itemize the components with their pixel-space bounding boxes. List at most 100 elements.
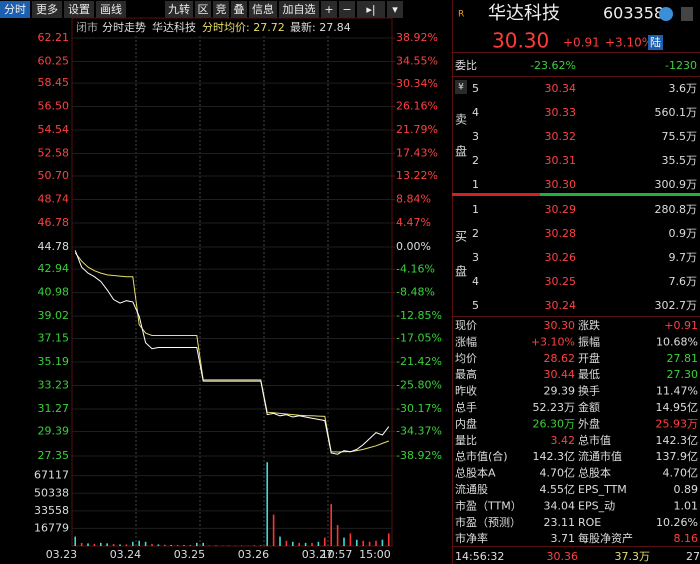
y2-tick-label: 13.22% — [396, 169, 438, 182]
toolbar-label: 画线 — [100, 2, 122, 16]
y-tick-label: 52.58 — [38, 146, 70, 159]
volume-bar — [164, 544, 166, 546]
book-price: 30.24 — [545, 299, 577, 312]
stat-value: 137.9亿 — [656, 450, 699, 463]
toolbar-button[interactable] — [195, 1, 211, 18]
toolbar-label: 信息 — [252, 2, 274, 16]
chart-header-text: 分时 — [202, 21, 224, 34]
y2-tick-label: -12.85% — [396, 309, 442, 322]
plot-frame — [71, 17, 393, 547]
y2-tick-label: 30.34% — [396, 77, 438, 90]
book-level: 1 — [472, 178, 479, 191]
book-level: 5 — [472, 82, 479, 95]
book-price: 30.29 — [545, 203, 577, 216]
toolbar-label: + — [324, 3, 333, 16]
stat-value: 142.3亿 — [533, 450, 576, 463]
toolbar-button[interactable] — [387, 1, 403, 18]
toolbar-button[interactable] — [231, 1, 247, 18]
book-volume: 300.9万 — [655, 178, 698, 191]
toolbar-button[interactable] — [96, 1, 126, 18]
stat-label: 总市值 — [578, 433, 611, 447]
toolbar-label: 九转 — [168, 2, 190, 16]
volume-bar — [343, 537, 345, 546]
volume-bar — [125, 544, 128, 546]
toolbar-button[interactable] — [249, 1, 277, 18]
stat-label: 总股本A — [455, 466, 496, 480]
currency-icon: ¥ — [458, 83, 464, 93]
last-price: 30.30 — [492, 29, 549, 53]
stat-label: 市净率 — [455, 531, 488, 545]
stat-label: 总手 — [455, 400, 477, 414]
toolbar-label: 加自选 — [283, 3, 316, 16]
y2-tick-label: -8.48% — [396, 286, 435, 299]
toolbar-label: 叠 — [234, 3, 245, 16]
y-tick-label: 35.19 — [38, 355, 70, 368]
stat-value: +0.91 — [664, 319, 698, 332]
book-price: 30.26 — [545, 251, 577, 264]
y2-tick-label: -25.80% — [396, 379, 442, 392]
tick-time: 14:56:32 — [455, 550, 504, 563]
toolbar-button[interactable] — [165, 1, 193, 18]
volume-bar — [311, 542, 313, 546]
book-level: 4 — [472, 275, 479, 288]
y2-tick-label: 8.84% — [396, 193, 431, 206]
volume-bar — [362, 540, 364, 546]
book-price: 30.31 — [545, 154, 577, 167]
toolbar-label: 区 — [198, 3, 209, 16]
price-change: +0.91 — [563, 36, 600, 50]
chart-header-text: 均价: 27.72 — [224, 21, 285, 34]
y2-tick-label: 38.92% — [396, 31, 438, 44]
toolbar-button[interactable] — [339, 1, 355, 18]
stat-label: 开盘 — [578, 351, 600, 365]
x-tick-label: 03.27 — [302, 548, 334, 561]
book-volume: 75.5万 — [662, 130, 698, 143]
volume-bar — [317, 541, 320, 546]
volume-bar — [157, 544, 160, 546]
book-level: 5 — [472, 299, 479, 312]
toolbar-button[interactable] — [32, 1, 62, 18]
stat-label: 总市值(合) — [455, 449, 508, 463]
stat-label: 换手 — [578, 384, 600, 398]
volume-bar — [176, 544, 179, 546]
book-level: 3 — [472, 251, 479, 264]
stock-code: 603358 — [603, 4, 664, 23]
volume-bar — [87, 543, 89, 546]
y2-tick-label: -21.42% — [396, 355, 442, 368]
toolbar-label: 分时 — [4, 3, 26, 16]
order-ratio-label: 委比 — [455, 59, 477, 72]
book-price: 30.25 — [545, 275, 577, 288]
stat-value: 29.39 — [544, 385, 576, 398]
volume-bar — [298, 542, 300, 546]
stat-label: 涨幅 — [455, 335, 477, 348]
x-tick-label: 03.24 — [110, 548, 142, 561]
volume-bar — [183, 545, 185, 546]
stat-label: 每股净资产 — [578, 531, 633, 545]
volume-bar — [266, 462, 268, 546]
toolbar-button[interactable] — [357, 1, 385, 18]
toolbar-label: ▸| — [366, 3, 375, 16]
toolbar-button[interactable] — [321, 1, 337, 18]
toolbar-button[interactable] — [0, 1, 30, 18]
toolbar-button[interactable] — [279, 1, 319, 18]
book-side: 盘 — [455, 144, 467, 159]
toolbar-button[interactable] — [64, 1, 94, 18]
y-tick-label: 37.15 — [38, 331, 70, 344]
book-level: 3 — [472, 130, 479, 143]
stat-value: 30.30 — [544, 319, 576, 332]
toolbar-button[interactable] — [213, 1, 229, 18]
book-side: 盘 — [455, 264, 467, 279]
volume-bar — [349, 533, 352, 546]
quote-badge: R — [458, 10, 464, 20]
tick-price: 30.36 — [547, 550, 579, 563]
book-volume: 35.5万 — [662, 154, 698, 167]
volume-bar — [292, 541, 294, 546]
volume-bar — [112, 543, 115, 546]
stat-value: 11.47% — [656, 385, 698, 398]
stat-label: EPS_动 — [578, 499, 615, 512]
stat-value: 10.68% — [656, 335, 698, 348]
stat-value: 27.30 — [667, 368, 699, 381]
volume-bar — [324, 537, 326, 546]
stat-label: 现价 — [455, 319, 477, 332]
y-tick-label: 27.35 — [38, 449, 70, 462]
stat-value: 1.01 — [674, 499, 699, 512]
